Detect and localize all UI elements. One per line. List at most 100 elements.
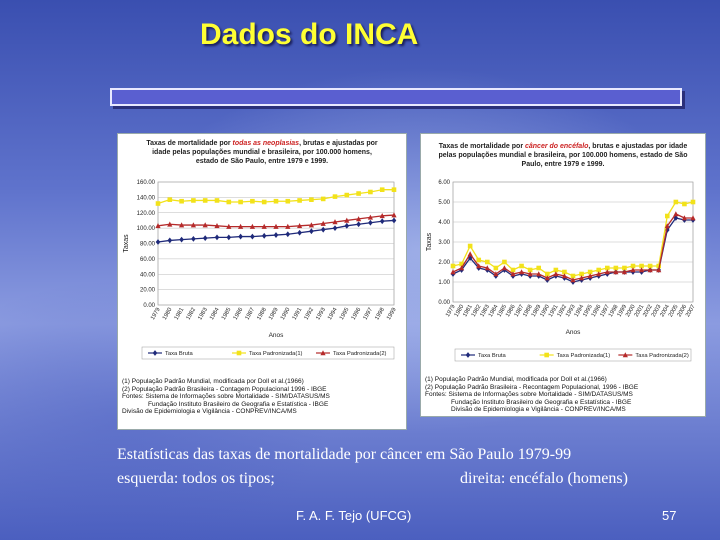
data-point [467, 251, 473, 257]
source-line: Fontes: Sistema de Informações sobre Mor… [425, 391, 633, 398]
data-point [502, 259, 507, 265]
x-tick-label: 1984 [209, 306, 221, 321]
x-tick-label: 1997 [362, 307, 374, 321]
data-point [510, 271, 516, 277]
y-tick-label: 1.00 [438, 280, 450, 286]
data-point [604, 269, 610, 275]
data-point [285, 231, 291, 238]
legend-label: Taxa Padronizada(2) [333, 351, 387, 357]
x-tick-label: 1981 [462, 304, 474, 318]
data-point [562, 269, 567, 275]
data-point [368, 189, 373, 195]
chart-panel-all-neoplasms: Taxas de mortalidade por todas as neopla… [117, 133, 407, 430]
legend-box [454, 348, 692, 362]
x-tick-label: 1980 [162, 307, 174, 321]
x-tick-label: 1995 [339, 307, 351, 321]
data-point [320, 350, 326, 356]
data-point [544, 352, 549, 358]
data-point [356, 191, 361, 196]
caption-line-1: Estatísticas das taxas de mortalidade po… [117, 446, 572, 463]
data-point [647, 267, 653, 273]
data-point [664, 213, 670, 219]
data-point [664, 227, 670, 233]
y-tick-label: 100.00 [137, 226, 156, 232]
y-tick-label: 160.00 [137, 180, 156, 186]
data-point [179, 236, 184, 243]
y-tick-label: 3.00 [438, 240, 450, 246]
data-point [484, 265, 490, 271]
data-point [297, 198, 302, 203]
x-tick-label: 1988 [256, 307, 268, 321]
y-tick-label: 120.00 [137, 211, 156, 217]
x-tick-label: 1999 [617, 304, 629, 318]
data-point [518, 269, 525, 275]
data-point [320, 226, 326, 233]
x-tick-label: 1990 [280, 307, 292, 321]
data-point [450, 263, 456, 269]
chart-sources: (1) População Padrão Mundial, modificada… [425, 376, 638, 414]
data-point [202, 198, 208, 203]
data-point [536, 265, 542, 271]
y-tick-label: 0.00 [143, 303, 155, 309]
source-line: Fontes: Sistema de Informações sobre Mor… [122, 393, 330, 400]
data-point [238, 233, 243, 240]
data-point [167, 197, 173, 202]
data-point [226, 199, 232, 205]
y-tick-label: 6.00 [438, 180, 450, 186]
data-point [273, 232, 279, 238]
source-line: Fundação Instituto Brasileiro de Geograf… [451, 398, 632, 406]
data-point [656, 263, 662, 269]
data-point [202, 222, 208, 228]
chart-svg: 0.00 1.00 2.00 3.00 4.00 5.00 6.00 197919801981… [426, 180, 697, 362]
x-tick-label: 1989 [531, 304, 543, 318]
data-point [308, 222, 314, 228]
data-point [344, 217, 350, 223]
data-point [630, 267, 636, 273]
chart-title-post: , brutas e ajustadas por idade pelas pop… [438, 143, 688, 168]
data-point [261, 199, 267, 205]
data-point [622, 265, 627, 271]
data-point [379, 213, 385, 219]
y-tick-label: 60.00 [140, 257, 156, 263]
data-point [561, 273, 568, 279]
data-point [682, 201, 687, 207]
chart-title-pre: Taxas de mortalidade por [438, 143, 525, 150]
data-point [167, 221, 173, 227]
data-point [673, 215, 679, 221]
data-point [202, 235, 208, 242]
data-point [544, 275, 550, 281]
y-tick-label: 2.00 [438, 260, 450, 266]
chart-svg: 0.00 20.00 40.00 60.00 80.00 100.00 120.00 140.… [123, 180, 398, 360]
data-point [226, 234, 232, 241]
data-point [332, 194, 338, 199]
x-tick-label: 1994 [327, 306, 339, 321]
page-number: 57 [662, 508, 677, 523]
data-point [527, 267, 533, 273]
y-tick-label: 4.00 [438, 220, 450, 226]
x-tick-label: 1993 [315, 307, 327, 321]
data-point [273, 223, 279, 229]
chart-title-highlight: todas as neoplasias [232, 140, 300, 147]
slide-title: Dados do INCA [200, 18, 419, 51]
x-tick-label: 1985 [221, 307, 233, 321]
x-tick-label: 1988 [522, 304, 534, 318]
x-tick-label: 1999 [386, 307, 398, 321]
data-point [536, 271, 542, 277]
x-tick-label: 1997 [599, 304, 611, 318]
data-point [587, 269, 593, 275]
data-point [587, 273, 593, 279]
data-point [391, 187, 397, 192]
x-tick-label: 1983 [479, 304, 491, 318]
y-tick-label: 0.00 [438, 300, 450, 306]
chart-title-pre: Taxas de mortalidade por [146, 140, 233, 147]
data-point [179, 222, 185, 228]
x-tick-label: 1995 [582, 304, 594, 318]
data-point [596, 267, 602, 273]
x-tick-label: 1996 [591, 304, 603, 318]
data-point [450, 269, 456, 275]
x-tick-label: 2005 [668, 304, 680, 318]
x-tick-label: 1993 [565, 304, 577, 318]
data-point [367, 214, 373, 220]
y-tick-label: 140.00 [137, 195, 156, 201]
data-point [249, 223, 255, 229]
